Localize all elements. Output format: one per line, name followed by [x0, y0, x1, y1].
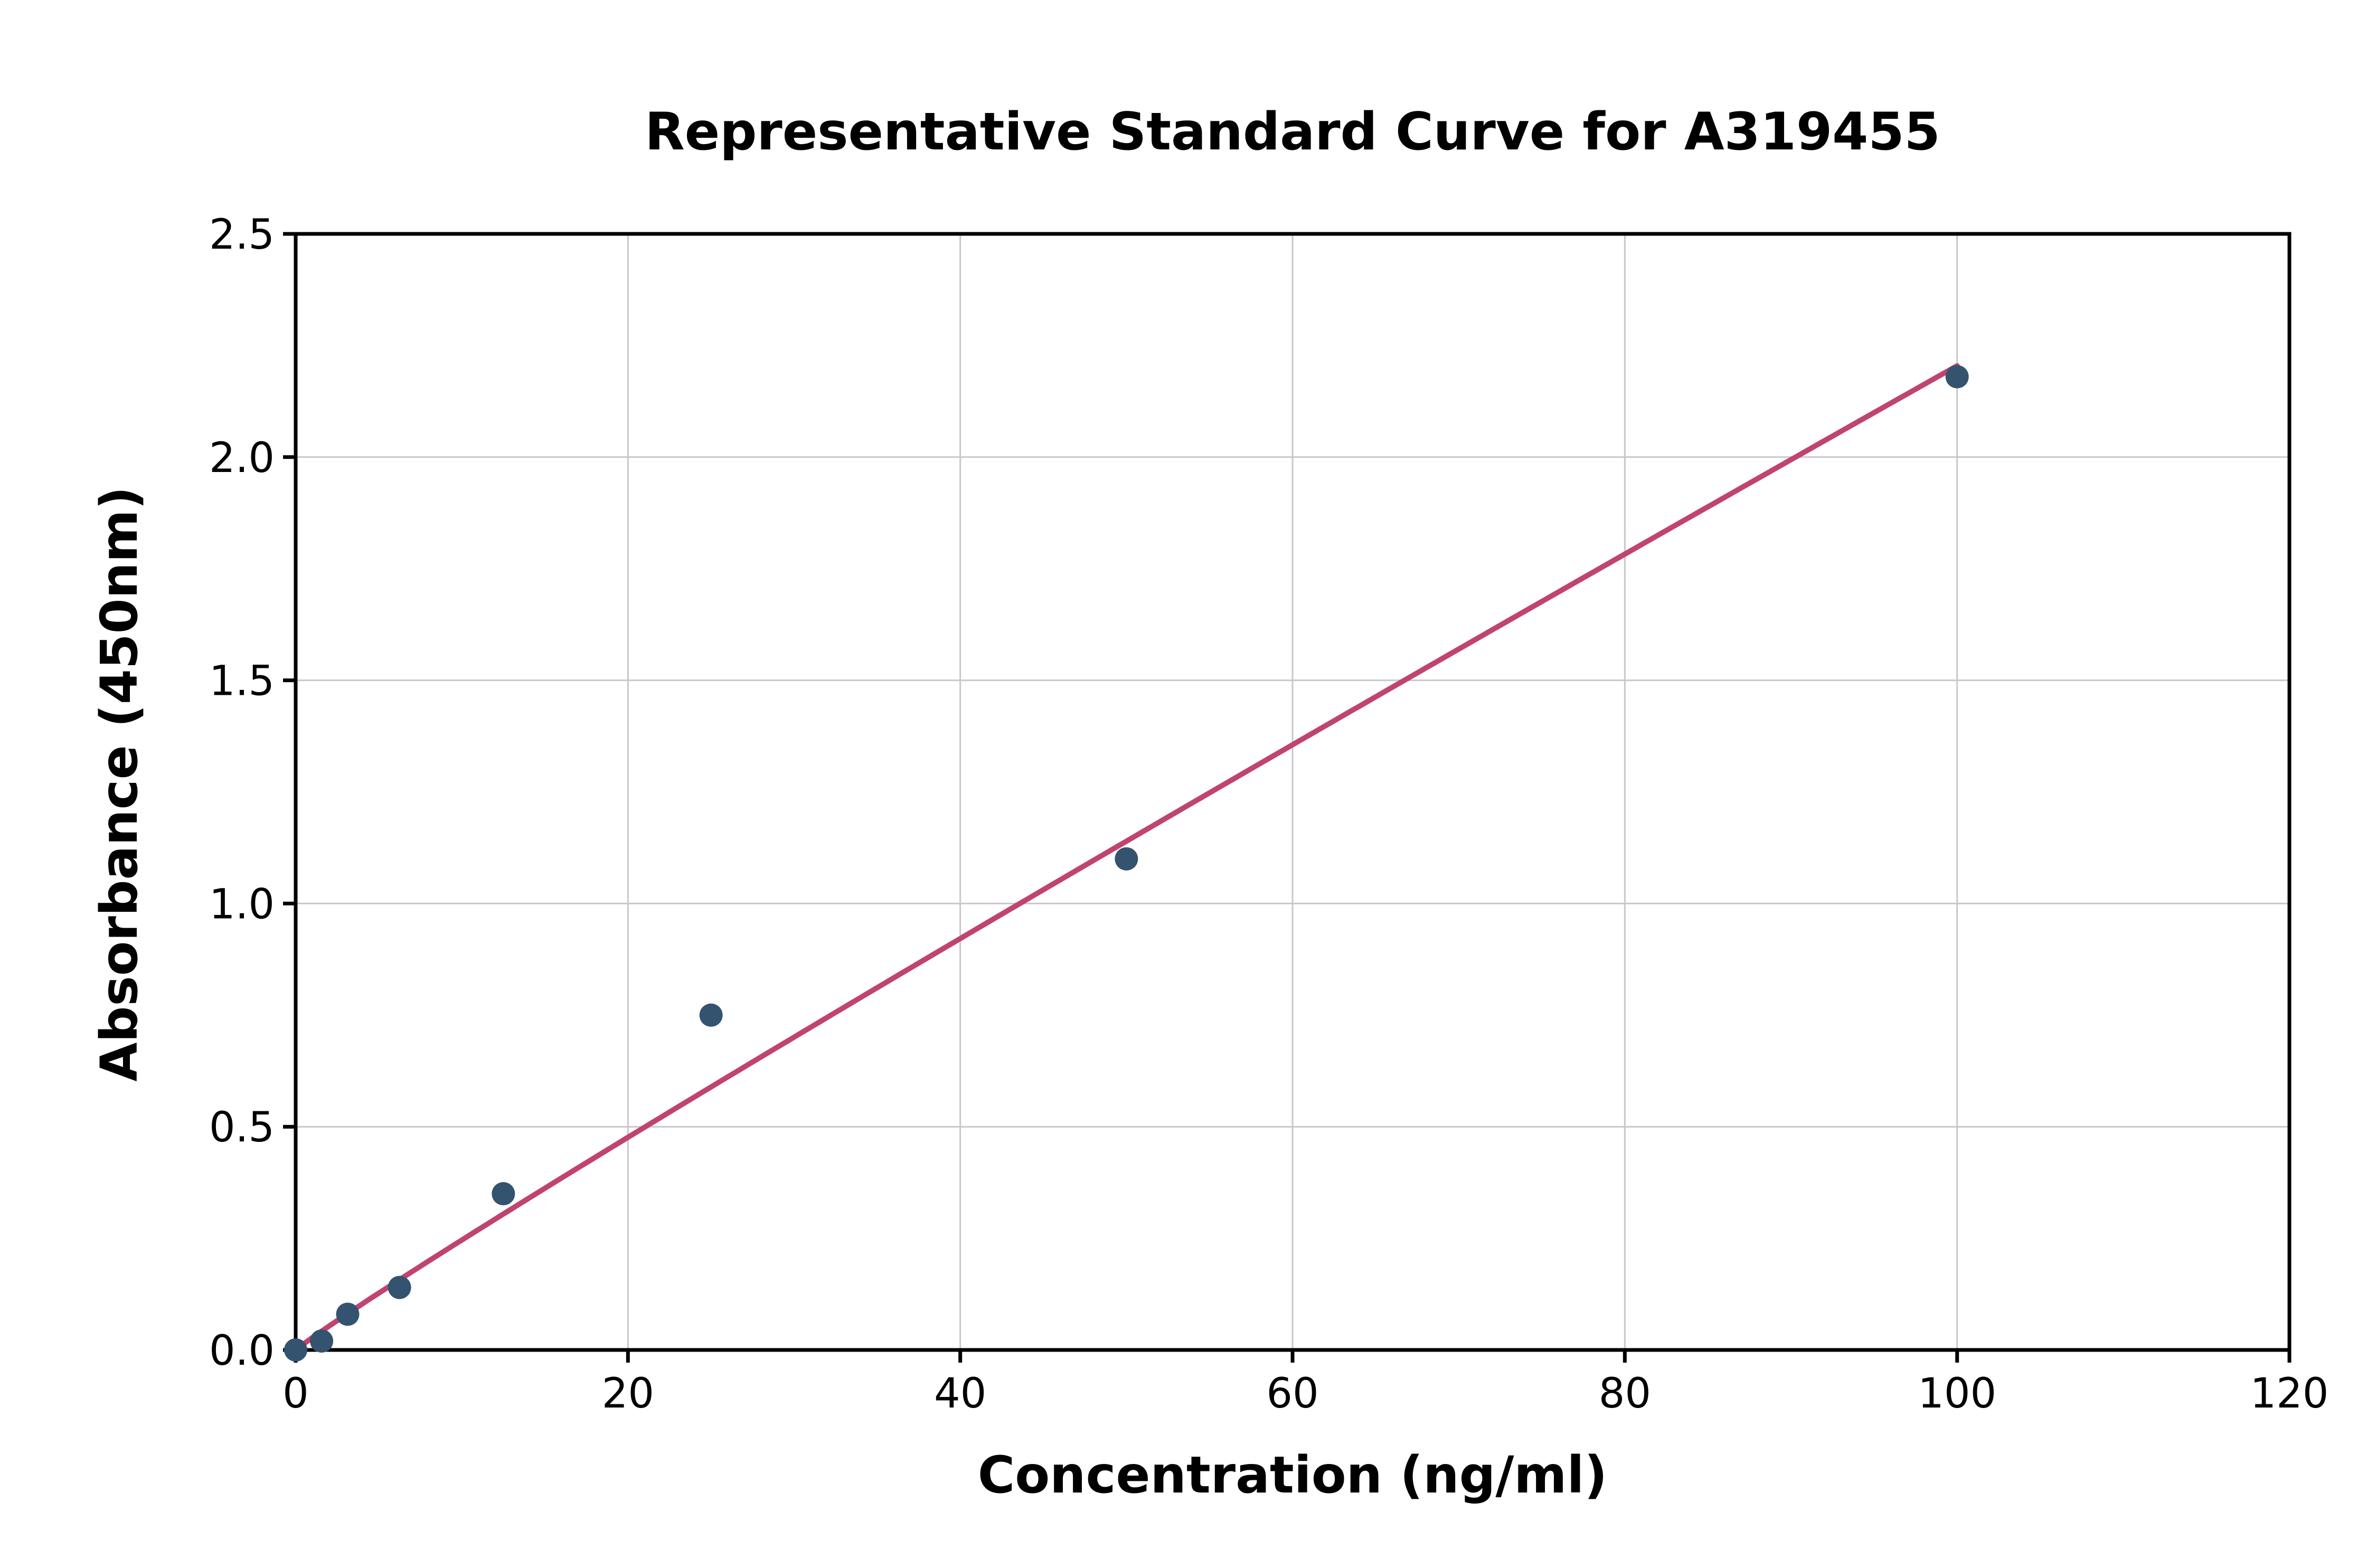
svg-text:2.0: 2.0 — [209, 434, 275, 482]
svg-text:0.0: 0.0 — [209, 1327, 275, 1375]
data-point — [492, 1182, 515, 1206]
chart-title: Representative Standard Curve for A31945… — [645, 102, 1940, 162]
svg-text:40: 40 — [934, 1370, 986, 1418]
data-point — [284, 1338, 307, 1362]
data-points — [284, 365, 1969, 1362]
data-point — [1115, 847, 1138, 871]
svg-text:1.5: 1.5 — [209, 658, 275, 705]
y-axis-ticks: 0.0 0.5 1.0 1.5 2.0 2.5 — [209, 211, 296, 1375]
svg-text:20: 20 — [602, 1370, 654, 1418]
svg-text:80: 80 — [1599, 1370, 1651, 1418]
svg-text:1.0: 1.0 — [209, 881, 275, 928]
data-point — [388, 1276, 411, 1299]
grid-lines — [295, 233, 2290, 1351]
x-axis-label: Concentration (ng/ml) — [977, 1446, 1608, 1505]
x-axis-ticks: 0 20 40 60 80 100 120 — [282, 1350, 2328, 1418]
svg-text:2.5: 2.5 — [209, 211, 275, 259]
data-point — [1945, 365, 1969, 389]
svg-text:60: 60 — [1266, 1370, 1318, 1418]
fit-curve — [293, 363, 1960, 1353]
svg-text:120: 120 — [2250, 1370, 2329, 1418]
data-point — [336, 1302, 360, 1326]
data-point — [310, 1329, 334, 1353]
svg-text:0.5: 0.5 — [209, 1104, 275, 1151]
svg-text:100: 100 — [1918, 1370, 1996, 1418]
data-point — [699, 1003, 723, 1027]
svg-text:0: 0 — [282, 1370, 309, 1418]
